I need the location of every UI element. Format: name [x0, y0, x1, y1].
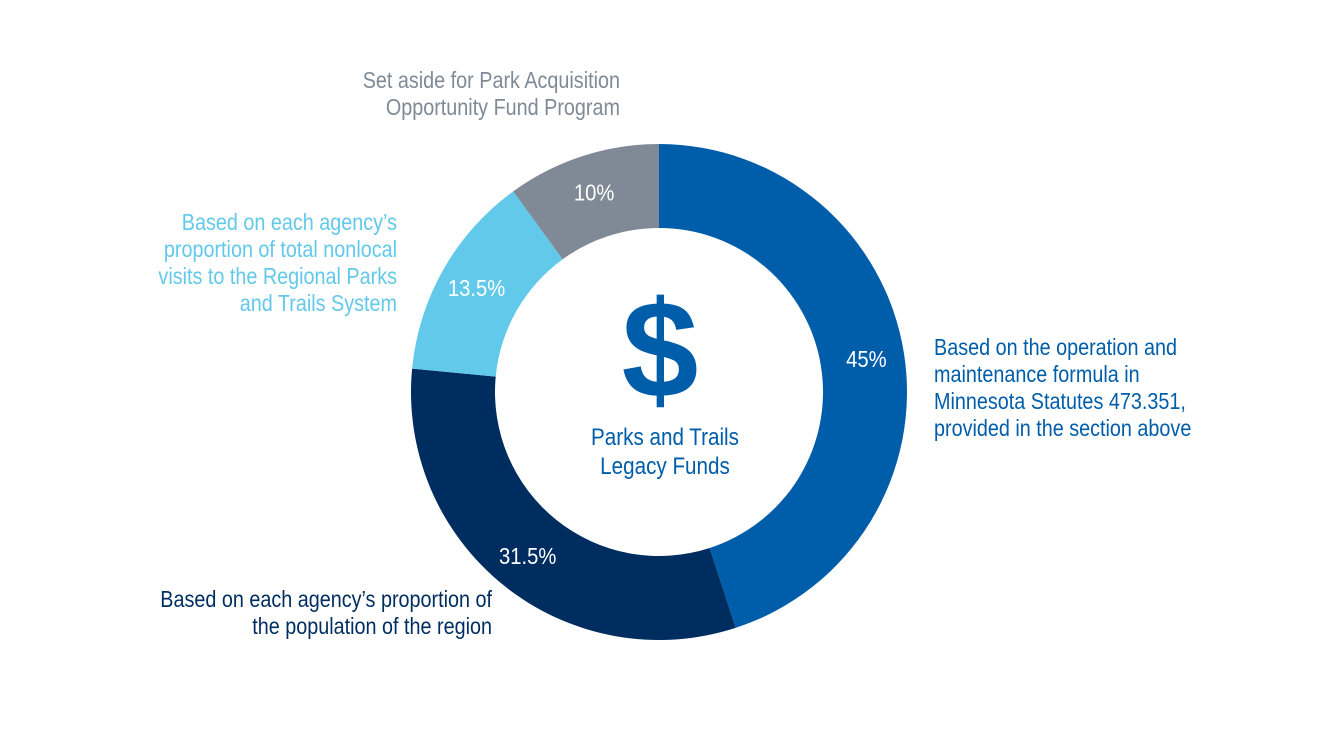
- callout-line: visits to the Regional Parks: [158, 263, 397, 289]
- callout-population: Based on each agency’s proportion of the…: [69, 586, 492, 640]
- callout-line: Based on each agency’s proportion of: [160, 586, 492, 612]
- callout-line: maintenance formula in: [934, 361, 1140, 387]
- callout-acquisition-fund: Set aside for Park Acquisition Opportuni…: [224, 67, 620, 121]
- slice-value-label: 31.5%: [499, 543, 556, 570]
- center-title-line: Legacy Funds: [600, 453, 730, 480]
- callout-line: proportion of total nonlocal: [163, 236, 397, 262]
- callout-line: and Trails System: [239, 290, 397, 316]
- donut-slices: [411, 144, 907, 640]
- callout-line: Based on the operation and: [934, 334, 1178, 360]
- donut-slice: [659, 144, 907, 628]
- donut-slice: [513, 144, 659, 260]
- slice-value-label: 45%: [846, 346, 887, 373]
- slice-value-label: 13.5%: [448, 275, 505, 302]
- donut-slice: [412, 191, 563, 377]
- callout-operation-maintenance: Based on the operation and maintenance f…: [934, 334, 1261, 442]
- callout-line: provided in the section above: [934, 415, 1192, 441]
- slice-value-labels: 45% 31.5% 13.5% 10%: [448, 179, 887, 569]
- slice-value-label: 10%: [574, 179, 615, 206]
- callout-line: Set aside for Park Acquisition: [362, 67, 620, 93]
- callout-line: Opportunity Fund Program: [385, 94, 620, 120]
- callout-line: the population of the region: [252, 613, 492, 639]
- center-title-line: Parks and Trails: [591, 424, 739, 451]
- callout-line: Minnesota Statutes 473.351,: [934, 388, 1186, 414]
- donut-slice: [411, 368, 736, 640]
- callout-nonlocal-visits: Based on each agency’s proportion of tot…: [56, 209, 397, 317]
- dollar-sign-icon: $: [622, 273, 699, 427]
- callout-line: Based on each agency’s: [181, 209, 397, 235]
